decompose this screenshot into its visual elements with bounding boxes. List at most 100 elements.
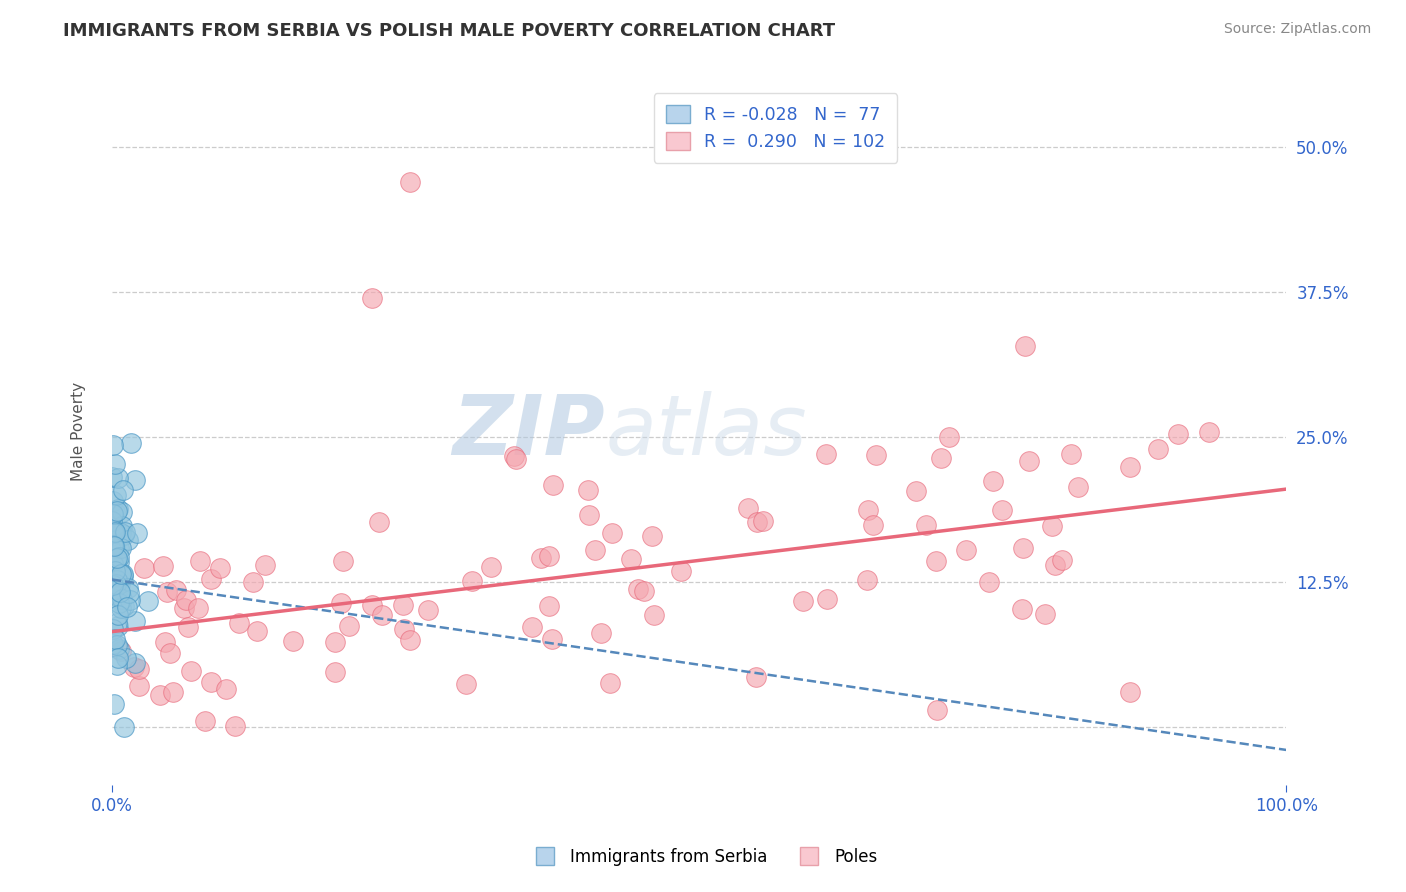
Point <box>112 567 135 582</box>
Point <box>112 528 135 542</box>
Point <box>111 519 134 533</box>
Point <box>177 620 200 634</box>
Point <box>105 577 128 591</box>
Point <box>108 541 131 555</box>
Point <box>194 714 217 728</box>
Point <box>1147 442 1170 457</box>
Point <box>105 574 128 588</box>
Point <box>108 550 131 565</box>
Point <box>174 592 197 607</box>
Point <box>101 577 124 591</box>
Point <box>929 450 952 465</box>
Point <box>117 533 139 548</box>
Legend: R = -0.028   N =  77, R =  0.290   N = 102: R = -0.028 N = 77, R = 0.290 N = 102 <box>654 93 897 163</box>
Point <box>127 526 149 541</box>
Point <box>599 675 621 690</box>
Point <box>132 561 155 575</box>
Point <box>856 573 879 587</box>
Point <box>1060 447 1083 461</box>
Point <box>361 291 384 305</box>
Point <box>643 608 665 623</box>
Point <box>108 577 131 591</box>
Point <box>101 549 124 563</box>
Point <box>737 500 759 515</box>
Point <box>101 554 124 568</box>
Point <box>792 594 814 608</box>
Point <box>456 677 478 691</box>
Point <box>103 524 125 538</box>
Point <box>101 575 124 590</box>
Point <box>104 632 127 647</box>
Point <box>1167 427 1189 442</box>
Point <box>105 553 128 567</box>
Point <box>101 514 124 528</box>
Point <box>502 449 524 463</box>
Point <box>162 684 184 698</box>
Legend: Immigrants from Serbia, Poles: Immigrants from Serbia, Poles <box>522 842 884 873</box>
Text: ZIP: ZIP <box>453 391 605 472</box>
Point <box>110 525 132 540</box>
Point <box>215 682 238 697</box>
Point <box>107 651 129 665</box>
Point <box>1043 558 1066 573</box>
Point <box>368 515 391 529</box>
Point <box>120 593 142 607</box>
Point <box>1050 553 1073 567</box>
Point <box>107 471 129 485</box>
Point <box>224 719 246 733</box>
Point <box>124 656 146 670</box>
Point <box>371 608 394 623</box>
Point <box>104 524 127 539</box>
Point <box>246 624 269 639</box>
Point <box>120 435 142 450</box>
Point <box>537 599 560 613</box>
Point <box>337 619 360 633</box>
Point <box>633 583 655 598</box>
Point <box>200 572 222 586</box>
Point <box>103 557 125 571</box>
Point <box>124 473 146 487</box>
Point <box>541 477 564 491</box>
Point <box>110 541 132 556</box>
Point <box>112 599 135 613</box>
Point <box>188 554 211 568</box>
Point <box>111 592 134 607</box>
Point <box>128 679 150 693</box>
Point <box>626 582 648 597</box>
Point <box>111 569 134 583</box>
Point <box>416 603 439 617</box>
Point <box>254 558 277 572</box>
Point <box>200 675 222 690</box>
Point <box>620 552 643 566</box>
Point <box>1014 339 1036 353</box>
Point <box>325 665 347 679</box>
Point <box>117 581 139 595</box>
Point <box>118 586 141 600</box>
Point <box>669 564 692 578</box>
Point <box>330 596 353 610</box>
Point <box>1033 607 1056 621</box>
Point <box>103 539 125 553</box>
Point <box>745 670 768 684</box>
Point <box>105 589 128 603</box>
Point <box>332 554 354 568</box>
Point <box>283 634 305 648</box>
Point <box>399 633 422 648</box>
Point <box>398 175 420 189</box>
Point <box>110 643 132 657</box>
Point <box>110 588 132 602</box>
Text: atlas: atlas <box>605 391 807 472</box>
Point <box>745 515 768 529</box>
Point <box>1018 454 1040 468</box>
Point <box>578 508 600 522</box>
Point <box>108 642 131 657</box>
Point <box>938 430 960 444</box>
Point <box>1011 541 1033 555</box>
Point <box>925 703 948 717</box>
Point <box>128 662 150 676</box>
Point <box>108 585 131 599</box>
Point <box>101 637 124 651</box>
Point <box>104 505 127 519</box>
Point <box>107 608 129 623</box>
Point <box>103 697 125 711</box>
